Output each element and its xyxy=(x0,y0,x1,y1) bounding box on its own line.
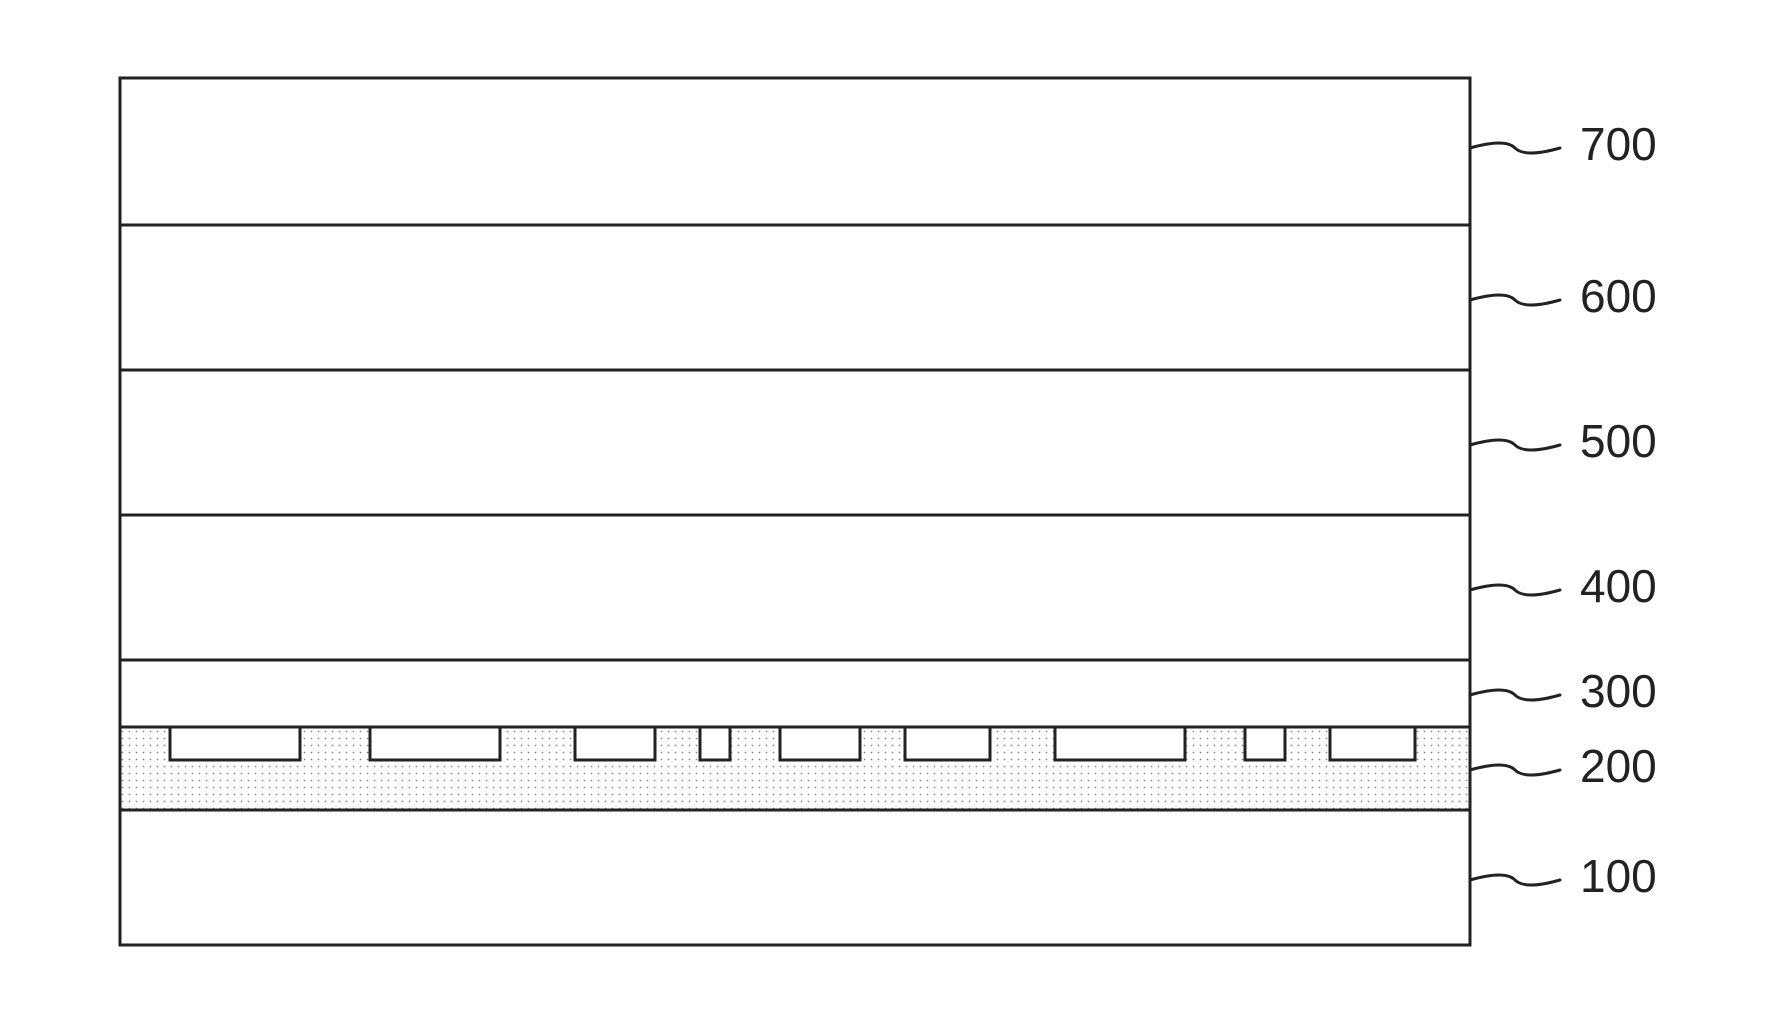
layer-600 xyxy=(120,225,1470,370)
layer-300 xyxy=(120,660,1470,727)
label-text: 400 xyxy=(1580,560,1657,612)
label-text: 600 xyxy=(1580,270,1657,322)
label-text: 200 xyxy=(1580,740,1657,792)
label-text: 300 xyxy=(1580,665,1657,717)
layer-700 xyxy=(120,78,1470,225)
layer-500 xyxy=(120,370,1470,515)
layer-100 xyxy=(120,810,1470,945)
label-text: 700 xyxy=(1580,118,1657,170)
label-text: 100 xyxy=(1580,850,1657,902)
layer-400 xyxy=(120,515,1470,660)
label-text: 500 xyxy=(1580,415,1657,467)
